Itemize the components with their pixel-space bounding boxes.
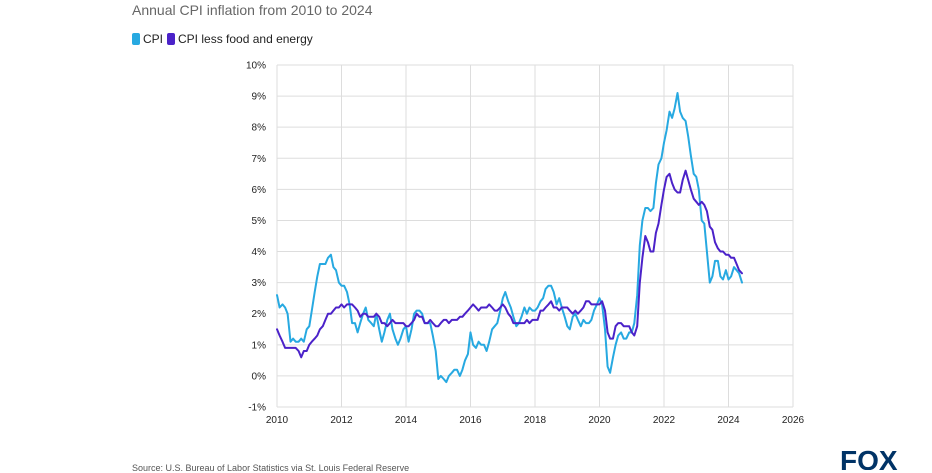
y-tick-label: 1% bbox=[252, 340, 267, 351]
x-tick-label: 2020 bbox=[588, 415, 611, 426]
y-tick-label: 9% bbox=[252, 92, 267, 103]
x-tick-label: 2018 bbox=[524, 415, 547, 426]
legend-item-core-cpi[interactable]: CPI less food and energy bbox=[167, 32, 313, 46]
x-tick-label: 2026 bbox=[782, 415, 805, 426]
y-tick-label: 8% bbox=[252, 123, 267, 134]
x-tick-label: 2012 bbox=[330, 415, 353, 426]
y-tick-label: 2% bbox=[252, 309, 267, 320]
x-tick-label: 2024 bbox=[717, 415, 740, 426]
legend-label-cpi: CPI bbox=[143, 32, 164, 46]
x-tick-label: 2016 bbox=[459, 415, 482, 426]
chart-subtitle: Annual CPI inflation from 2010 to 2024 bbox=[132, 2, 373, 18]
y-tick-label: 3% bbox=[252, 278, 267, 289]
legend-label-core-cpi: CPI less food and energy bbox=[178, 32, 313, 46]
legend-item-cpi[interactable]: CPI bbox=[132, 32, 163, 46]
x-tick-label: 2010 bbox=[266, 415, 289, 426]
y-tick-label: 10% bbox=[246, 61, 266, 72]
y-tick-label: 6% bbox=[252, 185, 267, 196]
series-line-core-cpi bbox=[276, 169, 743, 359]
legend-swatch-core-cpi bbox=[167, 33, 176, 45]
fox-logo-text: FOX bbox=[840, 446, 898, 470]
chart-legend: CPI CPI less food and energy bbox=[132, 32, 317, 46]
x-tick-label: 2022 bbox=[653, 415, 676, 426]
y-tick-label: 7% bbox=[252, 154, 267, 165]
y-tick-label: -1% bbox=[248, 403, 266, 414]
y-tick-label: 5% bbox=[252, 216, 267, 227]
y-tick-label: 4% bbox=[252, 247, 267, 258]
y-tick-label: 0% bbox=[252, 371, 267, 382]
series-line-cpi bbox=[276, 92, 743, 384]
source-note: Source: U.S. Bureau of Labor Statistics … bbox=[132, 463, 410, 473]
fox-logo: FOX bbox=[840, 446, 898, 470]
legend-swatch-cpi bbox=[132, 33, 140, 45]
x-tick-label: 2014 bbox=[395, 415, 418, 426]
